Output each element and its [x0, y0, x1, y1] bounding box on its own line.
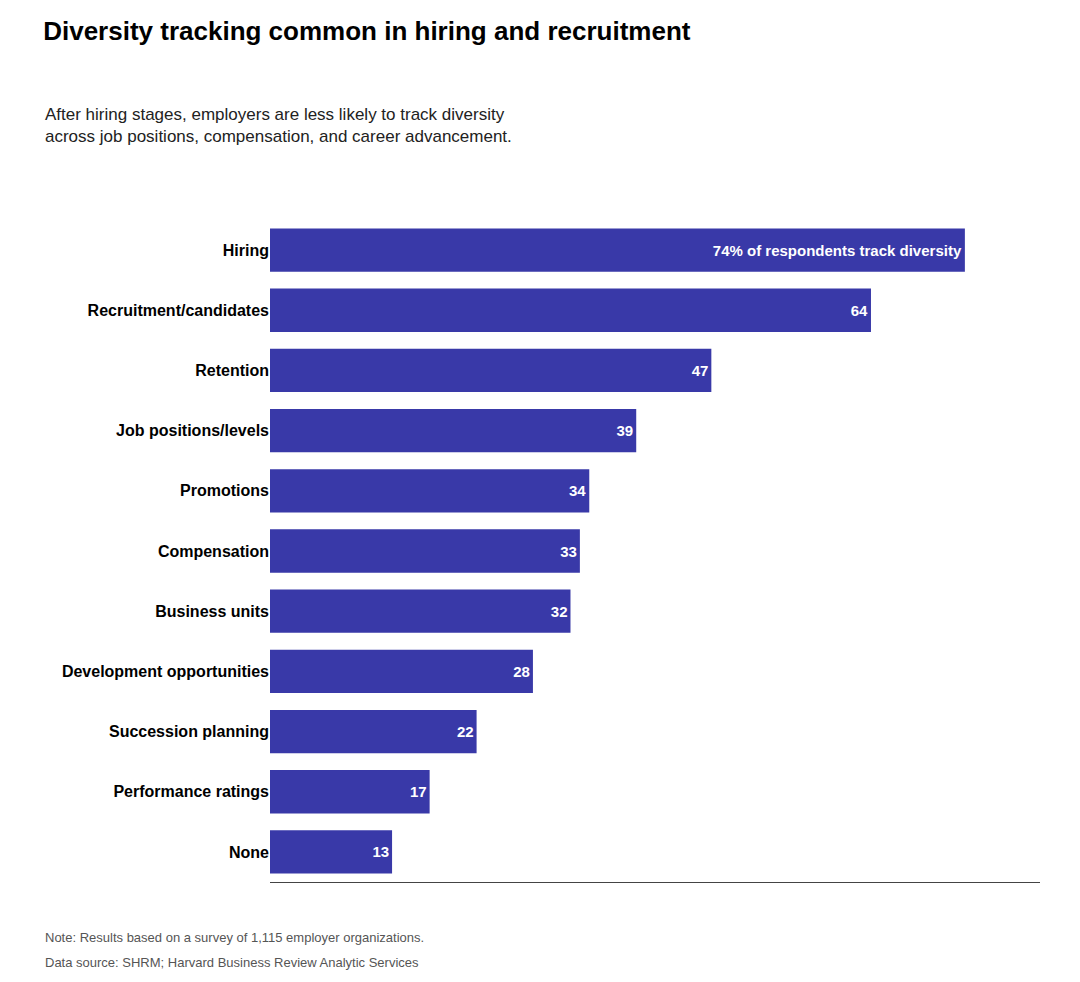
svg-text:13: 13 — [372, 843, 389, 860]
svg-text:Development opportunities: Development opportunities — [62, 663, 269, 680]
svg-text:Promotions: Promotions — [180, 482, 269, 499]
svg-text:Data source: SHRM; Harvard Bus: Data source: SHRM; Harvard Business Revi… — [45, 955, 419, 970]
svg-text:Diversity tracking common in h: Diversity tracking common in hiring and … — [43, 16, 691, 46]
svg-text:Retention: Retention — [195, 362, 269, 379]
svg-text:Succession planning: Succession planning — [109, 723, 269, 740]
svg-text:After hiring stages, employers: After hiring stages, employers are less … — [45, 105, 512, 146]
svg-text:74% of respondents track diver: 74% of respondents track diversity — [713, 242, 962, 259]
svg-text:32: 32 — [551, 603, 568, 620]
svg-text:Job positions/levels: Job positions/levels — [116, 422, 269, 439]
svg-text:Business units: Business units — [155, 603, 269, 620]
svg-text:33: 33 — [560, 543, 577, 560]
svg-text:64: 64 — [851, 302, 868, 319]
svg-text:34: 34 — [569, 482, 586, 499]
svg-text:47: 47 — [692, 362, 709, 379]
svg-text:None: None — [229, 844, 269, 861]
svg-text:Recruitment/candidates: Recruitment/candidates — [88, 302, 269, 319]
svg-text:39: 39 — [617, 422, 634, 439]
svg-text:17: 17 — [410, 783, 427, 800]
svg-text:Compensation: Compensation — [158, 543, 269, 560]
svg-text:Performance ratings: Performance ratings — [113, 783, 269, 800]
svg-text:22: 22 — [457, 723, 474, 740]
svg-text:28: 28 — [513, 663, 530, 680]
svg-text:Note: Results based on a surve: Note: Results based on a survey of 1,115… — [45, 930, 424, 945]
svg-text:Hiring: Hiring — [223, 242, 269, 259]
